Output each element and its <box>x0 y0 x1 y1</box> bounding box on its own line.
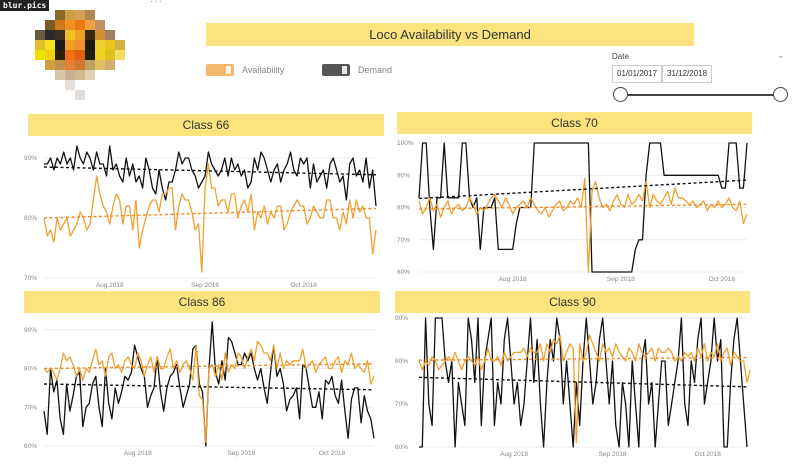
legend-availability-label: Availability <box>242 65 285 75</box>
logo-image <box>35 10 125 100</box>
date-end-field[interactable]: 31/12/2018 <box>662 65 713 83</box>
y-tick-label: 80% <box>395 358 408 365</box>
x-tick-label: Aug 2018 <box>96 282 124 289</box>
series-line-demand <box>419 317 748 448</box>
slider-start-handle[interactable] <box>613 87 628 102</box>
x-tick-label: Sep 2018 <box>607 276 635 283</box>
x-tick-label: Oct 2018 <box>694 451 721 458</box>
x-tick-label: Oct 2018 <box>319 450 346 457</box>
y-tick-label: 90% <box>395 315 408 322</box>
page-title: Loco Availability vs Demand <box>206 23 694 46</box>
series-line-demand <box>44 145 377 207</box>
logo-watermark: blur.pics <box>0 0 50 11</box>
chart-title-class-90: Class 90 <box>395 291 750 313</box>
y-tick-label: 90% <box>24 327 37 334</box>
chart-class-70: 60% 70% 80% 90% 100% Aug 2018 Sep 2018 Oct 2018 <box>397 140 748 283</box>
x-tick-label: Aug 2018 <box>499 276 527 283</box>
y-tick-label: 70% <box>395 401 408 408</box>
x-tick-label: Oct 2018 <box>709 276 736 283</box>
y-tick-label: 70% <box>24 275 37 282</box>
y-tick-label: 90% <box>24 155 37 162</box>
trend-line-availability-trend <box>43 207 377 219</box>
y-tick-label: 100% <box>397 140 414 147</box>
chart-title-class-66: Class 66 <box>28 114 384 136</box>
trend-line-availability-trend <box>43 363 375 370</box>
y-tick-label: 80% <box>397 205 410 212</box>
x-tick-label: Sep 2018 <box>599 451 627 458</box>
x-tick-label: Sep 2018 <box>227 450 255 457</box>
series-line-availability <box>418 177 748 273</box>
x-tick-label: Sep 2018 <box>191 282 219 289</box>
chevron-down-icon[interactable]: ⌄ <box>777 50 785 60</box>
series-line-availability <box>418 334 751 444</box>
gridlines <box>419 142 747 273</box>
chart-title-class-70: Class 70 <box>397 112 752 134</box>
trend-line-demand-trend <box>43 166 377 176</box>
availability-toggle-icon[interactable] <box>206 64 234 76</box>
legend-demand-label: Demand <box>358 65 393 75</box>
x-tick-label: Aug 2018 <box>124 450 152 457</box>
y-tick-label: 60% <box>395 444 408 451</box>
chart-class-86: 60% 70% 80% 90% Aug 2018 Sep 2018 Oct 2018 <box>24 321 375 457</box>
y-tick-label: 60% <box>397 269 410 276</box>
chart-title-class-86: Class 86 <box>24 291 380 313</box>
y-tick-label: 80% <box>24 366 37 373</box>
legend-demand[interactable]: Demand <box>322 62 392 78</box>
date-start-field[interactable]: 01/01/2017 <box>612 65 663 83</box>
legend-availability[interactable]: Availability <box>206 62 284 78</box>
trend-line-demand-trend <box>43 383 375 391</box>
date-filter-label: Date <box>612 52 629 61</box>
y-tick-label: 90% <box>397 172 410 179</box>
x-tick-label: Aug 2018 <box>500 451 528 458</box>
slider-end-handle[interactable] <box>773 87 788 102</box>
series-line-availability <box>43 163 377 273</box>
y-tick-label: 60% <box>24 443 37 450</box>
y-tick-label: 70% <box>24 404 37 411</box>
more-options-icon[interactable]: ··· <box>150 0 163 7</box>
trend-line-demand-trend <box>418 376 748 388</box>
y-tick-label: 80% <box>24 215 37 222</box>
chart-class-66: 70% 80% 90% Aug 2018 Sep 2018 Oct 2018 <box>24 145 377 289</box>
date-range-slider[interactable] <box>620 94 782 96</box>
x-tick-label: Oct 2018 <box>290 282 317 289</box>
y-tick-label: 70% <box>397 237 410 244</box>
series-line-demand <box>43 321 375 447</box>
chart-class-90: 60% 70% 80% 90% Aug 2018 Sep 2018 Oct 2018 <box>395 315 751 458</box>
demand-toggle-icon[interactable] <box>322 64 350 76</box>
logo-area <box>0 0 165 110</box>
